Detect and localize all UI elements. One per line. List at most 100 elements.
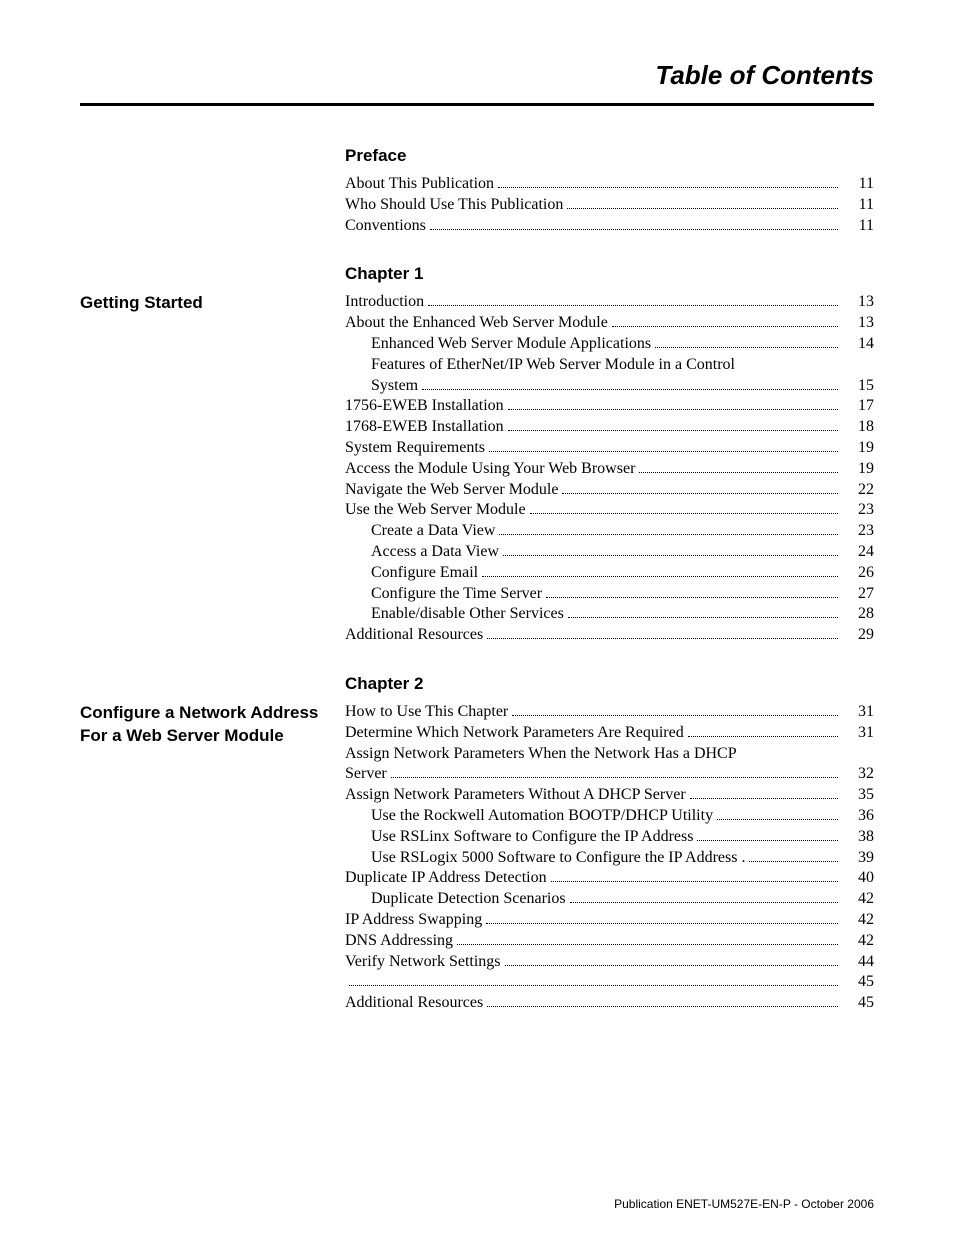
toc-entry[interactable]: About the Enhanced Web Server Module13 <box>345 313 874 334</box>
toc-leader-dots <box>503 544 838 556</box>
toc-page-number: 23 <box>842 500 874 521</box>
toc-entry[interactable]: Duplicate Detection Scenarios42 <box>345 889 874 910</box>
toc-entry[interactable]: Access the Module Using Your Web Browser… <box>345 459 874 480</box>
toc-entry[interactable]: Assign Network Parameters Without A DHCP… <box>345 785 874 806</box>
toc-entry-text: Additional Resources <box>345 625 483 646</box>
toc-leader-dots <box>486 912 838 924</box>
toc-leader-dots <box>457 933 838 945</box>
toc-entry-wrapped[interactable]: Assign Network Parameters When the Netwo… <box>345 744 874 786</box>
toc-page-number: 19 <box>842 459 874 480</box>
toc-section: Configure a Network Address For a Web Se… <box>80 674 874 1014</box>
toc-entry[interactable]: Who Should Use This Publication11 <box>345 195 874 216</box>
toc-sections-root: PrefaceAbout This Publication11Who Shoul… <box>80 146 874 1014</box>
toc-entry-text: Server <box>345 764 387 785</box>
toc-entry[interactable]: IP Address Swapping 42 <box>345 910 874 931</box>
toc-right-col: Chapter 1Introduction13About the Enhance… <box>345 264 874 646</box>
toc-entry-text: Assign Network Parameters Without A DHCP… <box>345 785 686 806</box>
toc-page-number: 45 <box>842 993 874 1014</box>
toc-entry[interactable]: Use RSLinx Software to Configure the IP … <box>345 827 874 848</box>
toc-page-number: 18 <box>842 417 874 438</box>
toc-entry-text: Use the Rockwell Automation BOOTP/DHCP U… <box>371 806 713 827</box>
toc-entry[interactable]: DNS Addressing42 <box>345 931 874 952</box>
toc-leader-dots <box>508 419 838 431</box>
toc-entry[interactable]: Use the Web Server Module 23 <box>345 500 874 521</box>
toc-entry-text: Duplicate IP Address Detection <box>345 868 547 889</box>
toc-entry[interactable]: Additional Resources 29 <box>345 625 874 646</box>
toc-entry-text: DNS Addressing <box>345 931 453 952</box>
toc-page-number: 40 <box>842 868 874 889</box>
toc-entry-text: Configure Email <box>371 563 478 584</box>
toc-page-number: 35 <box>842 785 874 806</box>
toc-page-number: 32 <box>842 764 874 785</box>
toc-row: Configure a Network Address For a Web Se… <box>80 674 874 1014</box>
toc-entry-text: System Requirements <box>345 438 485 459</box>
toc-entry-text: Determine Which Network Parameters Are R… <box>345 723 684 744</box>
toc-page-number: 13 <box>842 313 874 334</box>
toc-page-number: 38 <box>842 827 874 848</box>
toc-page-number: 29 <box>842 625 874 646</box>
toc-entry[interactable]: Access a Data View24 <box>345 542 874 563</box>
toc-entry[interactable]: Determine Which Network Parameters Are R… <box>345 723 874 744</box>
toc-page-number: 11 <box>842 174 874 195</box>
toc-leader-dots <box>697 829 838 841</box>
toc-entry[interactable]: Use RSLogix 5000 Software to Configure t… <box>345 848 874 869</box>
toc-entry-text: Who Should Use This Publication <box>345 195 563 216</box>
toc-entry[interactable]: How to Use This Chapter31 <box>345 702 874 723</box>
toc-entry[interactable]: Enable/disable Other Services28 <box>345 604 874 625</box>
toc-leader-dots <box>512 704 838 716</box>
toc-page-number: 23 <box>842 521 874 542</box>
toc-entry[interactable]: 1768-EWEB Installation 18 <box>345 417 874 438</box>
toc-right-col: PrefaceAbout This Publication11Who Shoul… <box>345 146 874 236</box>
toc-entry-text: Additional Resources <box>345 993 483 1014</box>
toc-entry[interactable]: 1756-EWEB Installation17 <box>345 396 874 417</box>
toc-entry[interactable]: System Requirements19 <box>345 438 874 459</box>
toc-leader-dots <box>391 766 838 778</box>
toc-page-number: 22 <box>842 480 874 501</box>
toc-entry-text: Conventions <box>345 216 426 237</box>
toc-page-number: 42 <box>842 910 874 931</box>
toc-leader-dots <box>487 627 838 639</box>
toc-entry[interactable]: Verify Network Settings44 <box>345 952 874 973</box>
toc-leader-dots <box>639 461 838 473</box>
toc-entry[interactable]: Duplicate IP Address Detection 40 <box>345 868 874 889</box>
toc-page-number: 45 <box>842 972 874 993</box>
toc-leader-dots <box>428 294 838 306</box>
toc-entry-text: Access the Module Using Your Web Browser <box>345 459 635 480</box>
toc-entry-text: Use the Web Server Module <box>345 500 526 521</box>
toc-entry[interactable]: Additional Resources 45 <box>345 993 874 1014</box>
section-header: Chapter 2 <box>345 674 874 694</box>
toc-entry[interactable]: Introduction13 <box>345 292 874 313</box>
toc-entry-text: Features of EtherNet/IP Web Server Modul… <box>371 355 874 376</box>
toc-entry-text: Verify Network Settings <box>345 952 501 973</box>
toc-page-number: 27 <box>842 584 874 605</box>
toc-entry[interactable]: Create a Data View23 <box>345 521 874 542</box>
toc-entry-text: 1768-EWEB Installation <box>345 417 504 438</box>
toc-leader-dots <box>487 995 838 1007</box>
toc-leader-dots <box>489 440 838 452</box>
toc-section: PrefaceAbout This Publication11Who Shoul… <box>80 146 874 236</box>
toc-leader-dots <box>430 217 838 229</box>
toc-entry[interactable]: Navigate the Web Server Module22 <box>345 480 874 501</box>
toc-leader-dots <box>717 808 838 820</box>
toc-leader-dots <box>570 891 838 903</box>
toc-entry-text: Enable/disable Other Services <box>371 604 564 625</box>
toc-entry[interactable]: Use the Rockwell Automation BOOTP/DHCP U… <box>345 806 874 827</box>
toc-leader-dots <box>498 176 838 188</box>
toc-page-number: 17 <box>842 396 874 417</box>
toc-entry[interactable]: About This Publication11 <box>345 174 874 195</box>
toc-entry[interactable]: Configure Email 26 <box>345 563 874 584</box>
toc-entry-text: IP Address Swapping <box>345 910 482 931</box>
toc-section: Getting StartedChapter 1Introduction13Ab… <box>80 264 874 646</box>
toc-entry-text: Assign Network Parameters When the Netwo… <box>345 744 874 765</box>
toc-entry-wrapped[interactable]: Features of EtherNet/IP Web Server Modul… <box>345 355 874 397</box>
toc-entry-text: Use RSLogix 5000 Software to Configure t… <box>371 848 745 869</box>
toc-entry[interactable]: Configure the Time Server27 <box>345 584 874 605</box>
toc-page-number: 24 <box>842 542 874 563</box>
toc-entry[interactable]: Enhanced Web Server Module Applications1… <box>345 334 874 355</box>
toc-page-number: 26 <box>842 563 874 584</box>
toc-entry[interactable]: Conventions11 <box>345 216 874 237</box>
chapter-title: Configure a Network Address For a Web Se… <box>80 674 327 748</box>
toc-leader-dots <box>551 870 838 882</box>
toc-entry[interactable]: 45 <box>345 972 874 993</box>
toc-entry-text: Use RSLinx Software to Configure the IP … <box>371 827 693 848</box>
